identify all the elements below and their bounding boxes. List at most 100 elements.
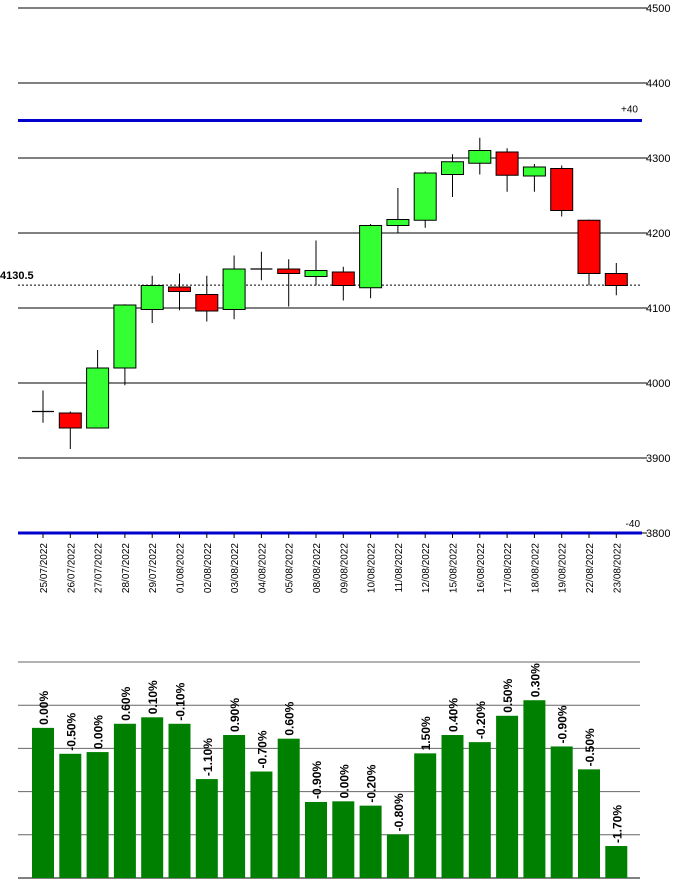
candlestick-series — [32, 137, 628, 449]
candle — [277, 259, 301, 307]
change-bar-rect — [168, 723, 191, 878]
candle-body — [522, 166, 546, 177]
date-tick-label: 09/08/2022 — [339, 543, 350, 593]
change-bar: -0.70% — [250, 730, 273, 878]
change-bar-label: -0.50% — [64, 712, 78, 750]
change-bar-label: -1.70% — [610, 805, 624, 843]
change-bar-rect — [468, 742, 491, 878]
date-tick-label: 26/07/2022 — [66, 543, 77, 593]
change-bar: 0.60% — [113, 686, 136, 878]
change-bar-label: 0.00% — [37, 691, 51, 725]
candle — [522, 164, 546, 192]
change-bar: -1.70% — [605, 805, 628, 878]
change-bar-rect — [359, 805, 382, 878]
change-bar-label: 0.60% — [283, 701, 297, 735]
current-price-label: 4130.5 — [0, 270, 34, 282]
candle-body — [550, 168, 574, 211]
candle-body — [168, 286, 191, 292]
change-bar: -0.50% — [578, 728, 600, 878]
change-bar: -0.10% — [168, 682, 191, 878]
candle-body — [386, 219, 410, 226]
change-bar-label: -0.50% — [583, 728, 597, 766]
candle — [386, 188, 410, 233]
upper-band-label: +40 — [621, 105, 638, 116]
date-tick-label: 29/07/2022 — [148, 543, 159, 593]
change-bar-rect — [386, 834, 409, 878]
date-tick-label: 22/08/2022 — [585, 543, 596, 593]
change-bar: -0.90% — [550, 705, 573, 878]
change-bar-rect — [86, 752, 109, 878]
change-bar-rect — [523, 700, 546, 878]
change-bar: 0.00% — [332, 764, 355, 878]
candle — [331, 266, 355, 301]
change-bar-rect — [223, 735, 246, 878]
candle — [441, 154, 464, 197]
candle — [550, 165, 574, 217]
current-price-line: 4130.5 — [0, 270, 642, 286]
change-bar-label: 0.00% — [337, 764, 351, 798]
candle-body — [331, 271, 355, 286]
lower-band-label: -40 — [626, 519, 641, 530]
change-bar: -0.80% — [386, 793, 409, 878]
change-bar: 0.40% — [441, 698, 464, 878]
date-tick-label: 28/07/2022 — [121, 543, 132, 593]
candle — [604, 263, 628, 296]
candle-body — [413, 172, 437, 221]
price-tick-label: 4300 — [646, 153, 670, 165]
date-tick-label: 19/08/2022 — [558, 543, 569, 593]
change-bar: 0.10% — [141, 680, 164, 878]
candle — [32, 390, 54, 423]
change-bar-rect — [578, 769, 600, 878]
change-bar-label: 0.10% — [146, 680, 160, 714]
change-bar-rect — [305, 801, 327, 878]
candle — [413, 171, 437, 228]
change-bar: 0.90% — [223, 698, 246, 878]
date-tick-label: 27/07/2022 — [94, 543, 105, 593]
change-bar-label: -0.90% — [556, 705, 570, 743]
change-bar: 0.30% — [523, 663, 546, 878]
change-bar-rect — [496, 715, 519, 878]
change-bar-label: 0.00% — [92, 715, 106, 749]
candle-body — [359, 225, 383, 289]
candle-body — [140, 285, 164, 310]
change-bar-label: 0.40% — [447, 698, 461, 732]
candle — [495, 148, 519, 192]
change-bar: 0.60% — [277, 701, 300, 878]
change-bar-label: 0.60% — [119, 686, 133, 720]
price-tick-label: 3800 — [646, 528, 670, 540]
date-tick-label: 08/08/2022 — [312, 543, 323, 593]
change-bar-rect — [141, 717, 164, 878]
candle-body — [495, 151, 519, 176]
change-bar-label: 0.90% — [228, 698, 242, 732]
change-bar: -0.20% — [359, 764, 382, 878]
date-tick-label: 17/08/2022 — [503, 543, 514, 593]
change-bar-label: -0.90% — [310, 761, 324, 799]
change-bar-label: 0.30% — [528, 663, 542, 697]
change-bar-label: -0.20% — [474, 701, 488, 739]
change-bar-rect — [332, 801, 355, 878]
price-axis-ticks: 4500 4400 4300 4200 4100 4000 3900 3800 — [642, 3, 670, 540]
change-bar: 0.00% — [32, 691, 54, 878]
candle — [195, 275, 219, 322]
change-bar-label: -0.10% — [174, 682, 188, 720]
change-bar: -0.20% — [468, 701, 491, 878]
date-tick-label: 02/08/2022 — [203, 543, 214, 593]
change-bar-label: 0.50% — [501, 678, 515, 712]
date-tick-label: 05/08/2022 — [285, 543, 296, 593]
change-bar: 0.00% — [86, 715, 109, 878]
date-axis: 25/07/2022 26/07/2022 27/07/2022 28/07/2022… — [39, 533, 623, 593]
price-tick-label: 4100 — [646, 303, 670, 315]
date-tick-label: 18/08/2022 — [530, 543, 541, 593]
candle — [168, 273, 191, 311]
candle-body — [468, 150, 492, 164]
candle — [577, 219, 601, 286]
change-bar-rect — [113, 723, 136, 878]
candle-body — [222, 268, 246, 310]
price-tick-label: 4500 — [646, 3, 670, 15]
change-bar-label: -0.20% — [365, 764, 379, 802]
candle — [222, 255, 246, 320]
date-tick-label: 12/08/2022 — [421, 543, 432, 593]
candle — [140, 275, 164, 323]
change-bar-label: -1.10% — [201, 738, 215, 776]
